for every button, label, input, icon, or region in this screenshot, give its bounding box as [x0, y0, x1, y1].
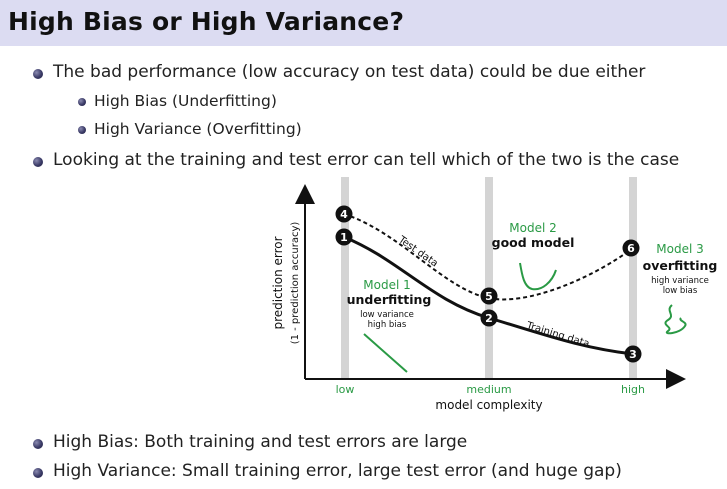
model3-detail-variance: high variance — [651, 276, 709, 286]
test-data-label: Test data — [395, 234, 439, 270]
bullet-high-variance-summary: High Variance: Small training error, lar… — [53, 461, 622, 481]
training-data-label: Training data — [524, 320, 590, 350]
bullet-marker — [33, 69, 43, 79]
marker-3: 3 — [624, 345, 642, 363]
marker-5: 5 — [480, 287, 498, 305]
model1-detail-bias: high bias — [368, 320, 407, 330]
svg-text:6: 6 — [627, 242, 635, 255]
model1-name: Model 1 — [363, 278, 410, 292]
marker-2: 2 — [480, 309, 498, 327]
svg-text:3: 3 — [629, 348, 637, 361]
x-tick-low: low — [336, 383, 355, 396]
model3-name: Model 3 — [656, 242, 703, 256]
svg-text:1: 1 — [340, 231, 348, 244]
low-complexity-band — [341, 177, 349, 379]
marker-4: 4 — [335, 205, 353, 223]
x-axis-label: model complexity — [435, 398, 542, 412]
bullet-training-test-error: Looking at the training and test error c… — [53, 150, 680, 170]
model2-title: good model — [492, 235, 575, 250]
bullet-marker — [33, 439, 43, 449]
marker-1: 1 — [335, 228, 353, 246]
slide-title: High Bias or High Variance? — [8, 7, 405, 36]
bullet-marker — [33, 157, 43, 167]
y-axis-sublabel: (1 - prediction accuracy) — [290, 222, 301, 345]
medium-complexity-band — [485, 177, 493, 379]
svg-text:4: 4 — [340, 208, 348, 221]
bullet-high-bias-summary: High Bias: Both training and test errors… — [53, 432, 468, 452]
sub-bullet-marker — [78, 98, 86, 106]
x-tick-medium: medium — [466, 383, 511, 396]
model3-fit-sketch — [664, 304, 687, 335]
sub-bullet-high-bias: High Bias (Underfitting) — [94, 92, 277, 110]
sub-bullet-high-variance: High Variance (Overfitting) — [94, 120, 302, 138]
model1-fit-sketch — [363, 333, 408, 373]
model2-fit-sketch — [519, 262, 557, 291]
model2-name: Model 2 — [509, 221, 556, 235]
y-axis-label: prediction error — [271, 236, 285, 329]
x-tick-high: high — [621, 383, 645, 396]
marker-6: 6 — [622, 239, 640, 257]
svg-text:2: 2 — [485, 312, 493, 325]
title-bar: High Bias or High Variance? — [0, 0, 727, 46]
model3-detail-bias: low bias — [663, 286, 698, 296]
bullet-marker — [33, 468, 43, 478]
bullet-bad-performance: The bad performance (low accuracy on tes… — [53, 62, 646, 82]
model3-title: overfitting — [643, 258, 718, 273]
sub-bullet-marker — [78, 126, 86, 134]
model1-detail-variance: low variance — [360, 310, 414, 320]
high-complexity-band — [629, 177, 637, 379]
model1-title: underfitting — [347, 292, 432, 307]
svg-text:5: 5 — [485, 290, 493, 303]
